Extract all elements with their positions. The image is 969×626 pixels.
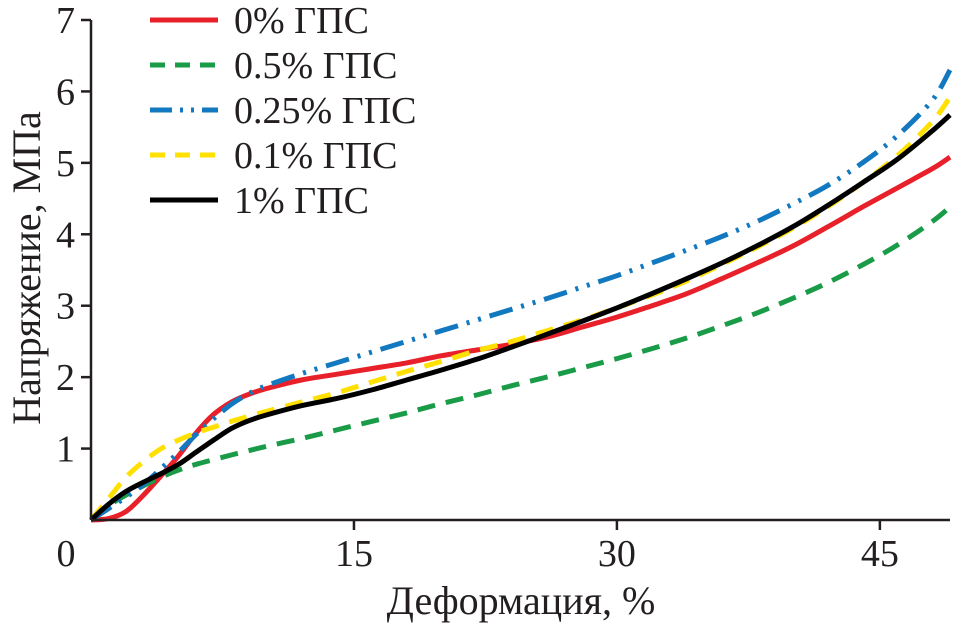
y-tick-label: 7 bbox=[56, 0, 75, 42]
y-tick-label: 2 bbox=[56, 357, 75, 399]
legend-label: 1% ГПС bbox=[234, 180, 369, 222]
series-line-1 bbox=[90, 155, 952, 523]
legend-label: 0.5% ГПС bbox=[234, 45, 397, 87]
y-tick-label: 6 bbox=[56, 71, 75, 113]
legend-label: 0.1% ГПС bbox=[234, 135, 397, 177]
y-tick-label: 1 bbox=[56, 429, 75, 471]
series-line-5 bbox=[89, 113, 952, 522]
series-line-2 bbox=[89, 205, 952, 522]
y-axis-title: Напряжение, МПа bbox=[4, 111, 49, 425]
x-axis-title: Деформация, % bbox=[387, 578, 656, 623]
x-tick-label: 30 bbox=[598, 533, 636, 575]
x-tick-label: 0 bbox=[57, 533, 76, 575]
legend-label: 0.25% ГПС bbox=[234, 90, 416, 132]
x-tick-label: 15 bbox=[335, 533, 373, 575]
y-tick-label: 4 bbox=[56, 214, 75, 256]
series-line-3 bbox=[89, 68, 953, 523]
y-tick-label: 5 bbox=[56, 143, 75, 185]
series-line-4 bbox=[89, 95, 953, 522]
series-group bbox=[89, 68, 953, 523]
legend-label: 0% ГПС bbox=[234, 0, 369, 42]
y-tick-label: 3 bbox=[56, 286, 75, 328]
x-tick-label: 45 bbox=[861, 533, 899, 575]
